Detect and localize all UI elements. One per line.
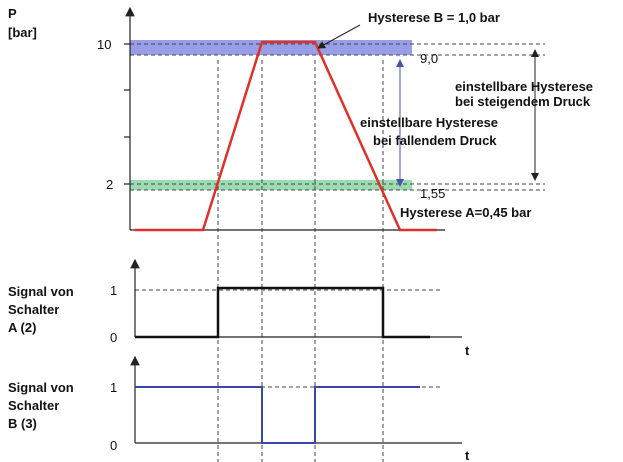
pressure-curve — [135, 40, 437, 232]
axes — [124, 6, 462, 444]
tick: 0 — [110, 438, 117, 453]
signal-a-label: A (2) — [8, 320, 36, 335]
falling-note: bei fallendem Druck — [373, 133, 497, 148]
hyst-a: Hysterese A=0,45 bar — [400, 205, 531, 220]
tick: 1 — [110, 283, 117, 298]
signal-a-curve — [135, 286, 430, 339]
t-label: t — [465, 343, 470, 358]
signal-b-label: B (3) — [8, 416, 37, 431]
rising-note: einstellbare Hysterese — [455, 79, 593, 94]
signal-a-label: Signal von — [8, 284, 74, 299]
tick: 10 — [97, 37, 111, 52]
tick: 0 — [110, 330, 117, 345]
signal-b-curve — [135, 386, 420, 444]
falling-note: einstellbare Hysterese — [360, 115, 498, 130]
signal-a-label: Schalter — [8, 302, 59, 317]
unit-label: [bar] — [8, 25, 37, 40]
signal-b-label: Signal von — [8, 380, 74, 395]
tick: 1 — [110, 380, 117, 395]
tick: 2 — [106, 177, 113, 192]
rising-note: bei steigendem Druck — [455, 94, 591, 109]
level-b: 9,0 — [420, 51, 438, 66]
signal-b-label: Schalter — [8, 398, 59, 413]
p-label: P — [8, 6, 17, 21]
level-a: 1,55 — [420, 186, 445, 201]
hyst-b: Hysterese B = 1,0 bar — [368, 10, 500, 25]
hyst-b-pointer — [317, 24, 361, 49]
t-label: t — [465, 448, 470, 462]
